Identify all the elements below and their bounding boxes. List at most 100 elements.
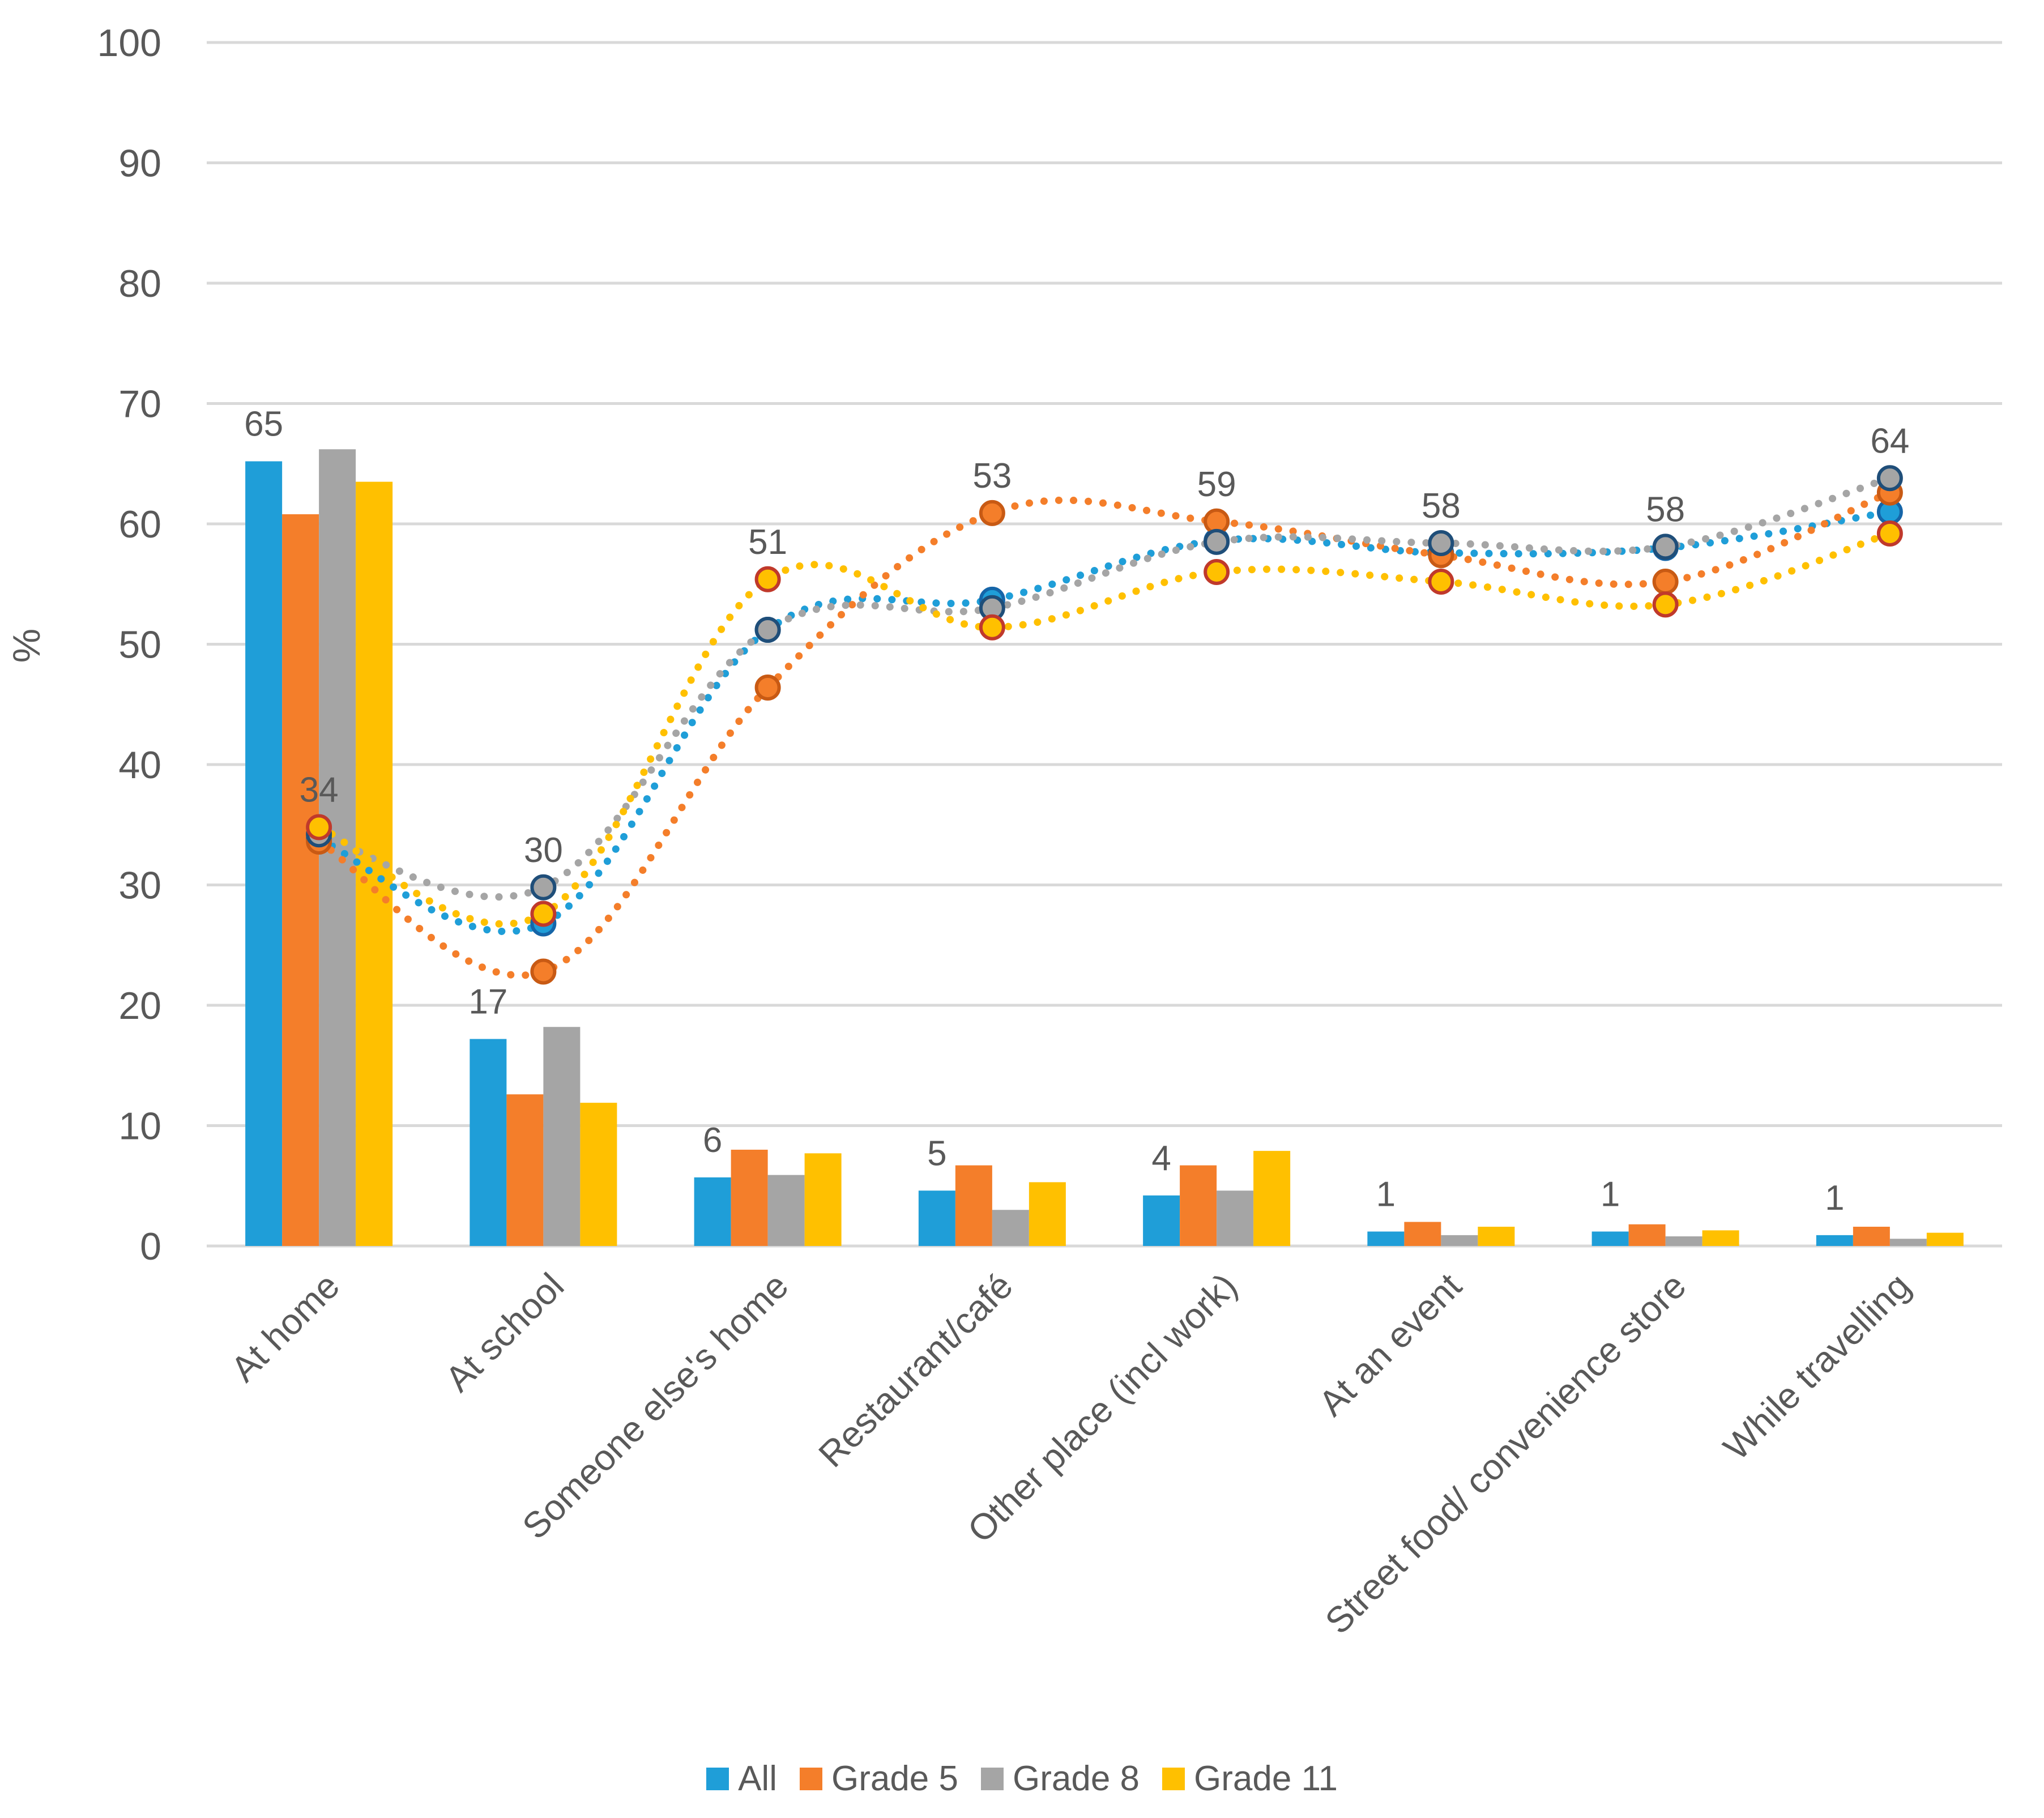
bar-data-label: 1 bbox=[1376, 1175, 1396, 1214]
bar-data-label: 65 bbox=[244, 405, 283, 444]
x-tick-label: At an event bbox=[1311, 1265, 1469, 1424]
x-tick-label: While travelling bbox=[1716, 1265, 1918, 1468]
bar bbox=[1628, 1224, 1666, 1246]
legend-label: All bbox=[738, 1759, 777, 1798]
line-data-label: 30 bbox=[524, 831, 563, 870]
series-line bbox=[315, 489, 1894, 979]
legend-label: Grade 11 bbox=[1194, 1759, 1338, 1798]
bar bbox=[918, 1190, 955, 1246]
series-marker bbox=[1652, 591, 1679, 618]
bar bbox=[1404, 1222, 1441, 1246]
line-data-label: 64 bbox=[1870, 421, 1909, 460]
bar bbox=[1889, 1239, 1927, 1246]
series-marker bbox=[1876, 520, 1903, 547]
series-marker bbox=[754, 617, 781, 643]
bar bbox=[245, 461, 283, 1246]
series-marker bbox=[1428, 530, 1454, 556]
y-axis-label: % bbox=[5, 629, 48, 663]
bar bbox=[1029, 1182, 1066, 1246]
bar bbox=[470, 1039, 507, 1246]
bar bbox=[1367, 1231, 1405, 1246]
bar bbox=[580, 1103, 617, 1246]
legend-label: Grade 8 bbox=[1013, 1759, 1140, 1798]
y-tick-label: 40 bbox=[118, 744, 161, 787]
legend: All Grade 5 Grade 8 Grade 11 bbox=[0, 1759, 2044, 1799]
series-marker bbox=[754, 566, 781, 592]
line-data-label: 51 bbox=[748, 523, 787, 562]
series-marker bbox=[1652, 534, 1679, 560]
y-axis-ticks: 0 10 20 30 40 50 60 70 80 90 100 bbox=[97, 22, 161, 1268]
legend-item-grade-5[interactable]: Grade 5 bbox=[799, 1759, 958, 1799]
x-tick-label: Restaurant/café bbox=[810, 1265, 1020, 1475]
bar bbox=[955, 1165, 992, 1246]
series-marker bbox=[1204, 528, 1230, 555]
bar bbox=[1591, 1231, 1629, 1246]
y-tick-label: 80 bbox=[118, 262, 161, 305]
series-line bbox=[315, 508, 1894, 935]
bar-data-label: 1 bbox=[1825, 1179, 1844, 1218]
series-lines bbox=[315, 474, 1894, 979]
y-tick-label: 30 bbox=[118, 864, 161, 907]
bar-data-label: 4 bbox=[1151, 1139, 1171, 1178]
series-line bbox=[315, 530, 1894, 928]
bar bbox=[1853, 1227, 1890, 1246]
series-marker bbox=[1652, 569, 1679, 595]
y-tick-label: 10 bbox=[118, 1105, 161, 1148]
y-tick-label: 70 bbox=[118, 383, 161, 426]
y-tick-label: 60 bbox=[118, 503, 161, 546]
legend-swatch bbox=[981, 1767, 1004, 1790]
series-marker bbox=[1428, 569, 1454, 595]
legend-swatch bbox=[706, 1767, 729, 1790]
line-data-label: 34 bbox=[300, 771, 339, 810]
x-tick-label: At school bbox=[437, 1265, 571, 1399]
x-tick-label: At home bbox=[223, 1265, 347, 1389]
legend-item-all[interactable]: All bbox=[706, 1759, 777, 1799]
series-marker bbox=[1204, 559, 1230, 585]
bar bbox=[1253, 1151, 1291, 1246]
legend-item-grade-11[interactable]: Grade 11 bbox=[1162, 1759, 1338, 1799]
y-tick-label: 20 bbox=[118, 984, 161, 1027]
series-marker bbox=[530, 874, 557, 901]
y-tick-label: 50 bbox=[118, 624, 161, 667]
bar bbox=[1217, 1190, 1254, 1246]
series-line bbox=[315, 474, 1894, 901]
series-marker bbox=[979, 614, 1005, 641]
bar bbox=[1702, 1230, 1739, 1246]
bar bbox=[731, 1150, 768, 1246]
legend-label: Grade 5 bbox=[831, 1759, 958, 1798]
bar-data-label: 5 bbox=[927, 1134, 946, 1173]
y-tick-label: 100 bbox=[97, 22, 161, 65]
line-data-label: 58 bbox=[1646, 490, 1685, 529]
bar bbox=[543, 1027, 581, 1246]
bar bbox=[506, 1094, 544, 1246]
line-data-label: 58 bbox=[1422, 486, 1461, 526]
legend-swatch bbox=[1162, 1767, 1185, 1790]
bar bbox=[1665, 1236, 1702, 1246]
line-data-label: 53 bbox=[972, 456, 1012, 496]
y-tick-label: 90 bbox=[118, 142, 161, 185]
bar bbox=[1816, 1235, 1853, 1246]
bar bbox=[694, 1177, 731, 1246]
bar bbox=[282, 514, 319, 1246]
bar bbox=[767, 1175, 805, 1246]
series-marker bbox=[979, 500, 1005, 526]
legend-item-grade-8[interactable]: Grade 8 bbox=[981, 1759, 1140, 1799]
bar bbox=[1926, 1232, 1964, 1246]
line-data-label: 59 bbox=[1197, 465, 1236, 504]
series-marker bbox=[754, 675, 781, 701]
bar bbox=[992, 1210, 1029, 1246]
series-marker bbox=[306, 814, 332, 840]
series-marker bbox=[1876, 465, 1903, 492]
bar-data-label: 17 bbox=[468, 983, 507, 1022]
series-marker bbox=[530, 958, 557, 985]
bar-data-label: 6 bbox=[703, 1121, 722, 1160]
x-tick-label: Street food/ convenience store bbox=[1317, 1265, 1694, 1642]
y-tick-label: 0 bbox=[140, 1225, 161, 1268]
series-markers bbox=[306, 465, 1903, 985]
bar bbox=[804, 1153, 842, 1246]
bar bbox=[1478, 1227, 1515, 1246]
series-marker bbox=[530, 901, 557, 927]
